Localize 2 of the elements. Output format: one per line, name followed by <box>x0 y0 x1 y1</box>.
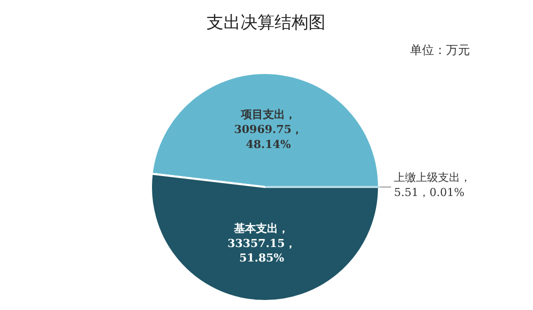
title: 支出决算结构图 <box>206 13 326 33</box>
annotation: 单位：万元 <box>410 43 470 57</box>
